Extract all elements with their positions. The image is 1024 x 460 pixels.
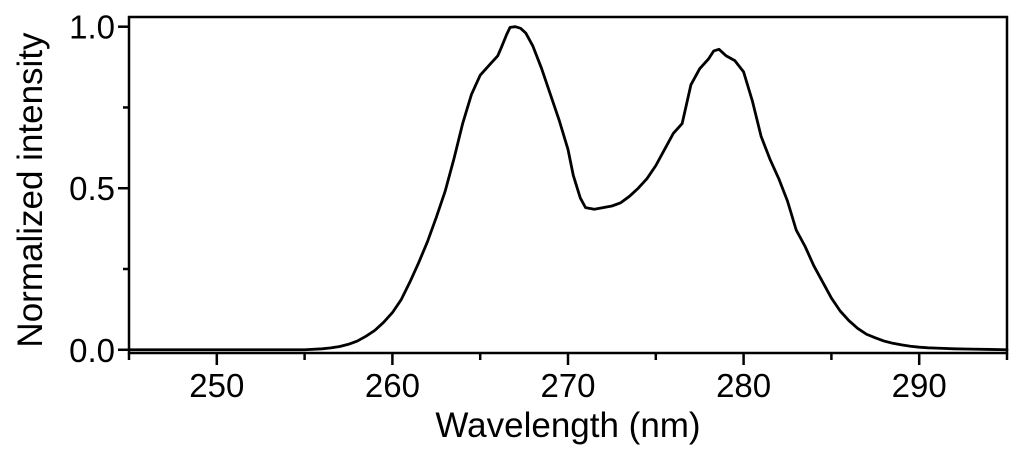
series-line — [127, 25, 1009, 352]
y-tick-label: 0.5 — [69, 170, 115, 207]
x-tick-label: 250 — [189, 367, 244, 404]
x-tick-label: 280 — [716, 367, 771, 404]
plot-frame — [127, 15, 1009, 355]
x-axis-label: Wavelength (nm) — [435, 406, 700, 445]
tick-labels-layer: 250 260 270 280 290 0.0 0.5 1.0 — [69, 9, 947, 404]
ticks-layer — [118, 25, 1009, 365]
x-tick-label: 260 — [365, 367, 420, 404]
y-tick-label: 1.0 — [69, 9, 115, 46]
y-axis-label: Normalized intensity — [11, 32, 50, 348]
y-tick-label: 0.0 — [69, 332, 115, 369]
x-tick-label: 290 — [892, 367, 947, 404]
series-layer — [127, 25, 1009, 352]
x-tick-label: 270 — [540, 367, 595, 404]
